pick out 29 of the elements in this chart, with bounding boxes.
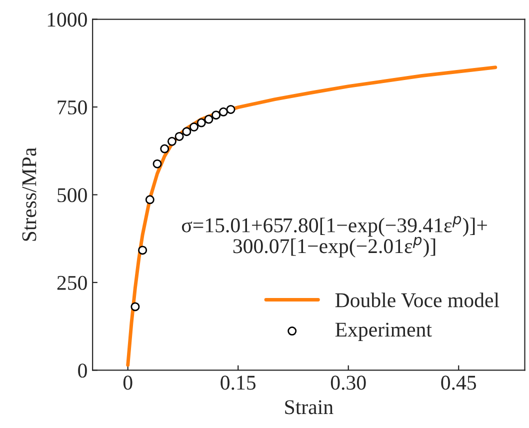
legend-label: Experiment bbox=[335, 322, 432, 341]
point bbox=[182, 127, 192, 136]
point bbox=[226, 104, 236, 114]
text: σ=15.01+657.80[1−exp(−39.41ε$^{p}$)]+ 300.07[1−exp(−2.01ε$^{p}$)] bbox=[182, 216, 487, 258]
x-axis-title: Strain bbox=[285, 400, 334, 414]
x-tick-label: 0 bbox=[123, 376, 132, 390]
point bbox=[196, 118, 206, 128]
point bbox=[160, 144, 170, 154]
y-tick-label: 500 bbox=[58, 188, 87, 202]
y-tick-label: 1000 bbox=[48, 12, 87, 27]
y-tick-label: 250 bbox=[57, 276, 87, 290]
point bbox=[145, 195, 154, 204]
x-tick-label: 0.15 bbox=[220, 376, 256, 390]
point bbox=[167, 136, 176, 146]
point bbox=[130, 302, 140, 312]
point bbox=[204, 114, 214, 124]
point bbox=[190, 122, 199, 132]
point bbox=[218, 107, 228, 116]
x-tick-label: 0.30 bbox=[330, 376, 366, 390]
point bbox=[152, 159, 162, 168]
line-series bbox=[126, 66, 498, 367]
x-tick-label: 0.45 bbox=[441, 376, 476, 390]
point bbox=[174, 132, 184, 141]
y-tick-label: 750 bbox=[58, 100, 87, 114]
legend-label: Double Voce model bbox=[335, 292, 500, 308]
point bbox=[212, 110, 221, 120]
point bbox=[138, 246, 148, 255]
y-axis-title: Stress/MPa bbox=[22, 148, 36, 241]
y-tick-label: 0 bbox=[78, 364, 87, 378]
